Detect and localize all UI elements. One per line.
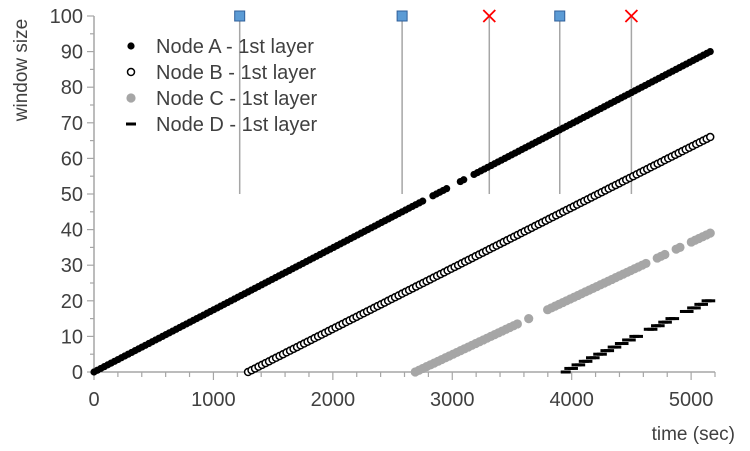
data-point	[560, 370, 571, 374]
data-point	[641, 258, 651, 269]
legend-marker	[126, 67, 136, 77]
y-tick-label: 20	[61, 291, 83, 313]
y-tick-label: 0	[72, 362, 83, 384]
event-blue-square	[396, 10, 408, 22]
data-point	[654, 324, 665, 328]
legend-marker	[127, 42, 135, 50]
data-point	[647, 327, 658, 331]
data-point	[705, 132, 715, 142]
data-point	[512, 319, 522, 329]
data-point	[582, 359, 593, 363]
y-tick-label: 70	[61, 113, 83, 135]
event-blue-square	[554, 10, 566, 22]
series-4	[560, 299, 716, 374]
data-point	[596, 352, 607, 356]
legend-marker	[126, 122, 136, 126]
x-tick-label: 1000	[191, 389, 236, 411]
legend-label: Node A - 1st layer	[156, 36, 314, 58]
data-point	[443, 185, 451, 193]
x-axis-title: time (sec)	[652, 424, 735, 445]
data-point	[706, 48, 714, 56]
legend-marker	[126, 93, 136, 103]
data-point	[460, 176, 468, 184]
legend-label: Node D - 1st layer	[156, 114, 318, 136]
y-tick-label: 100	[50, 6, 83, 28]
legend-label: Node B - 1st layer	[156, 62, 316, 84]
x-tick-label: 3000	[430, 389, 475, 411]
event-blue-square	[234, 10, 246, 22]
y-tick-label: 90	[61, 42, 83, 64]
data-point	[611, 345, 622, 349]
data-point	[675, 242, 685, 252]
data-point	[625, 338, 636, 342]
data-point	[567, 366, 578, 370]
data-point	[690, 306, 701, 310]
data-point	[419, 197, 427, 205]
data-point	[632, 334, 643, 338]
legend-label: Node C - 1st layer	[156, 88, 318, 110]
data-point	[705, 228, 715, 238]
series-1	[90, 48, 714, 376]
x-tick-label: 4000	[549, 389, 594, 411]
y-tick-label: 80	[61, 77, 83, 99]
data-point	[661, 320, 672, 324]
x-tick-label: 0	[88, 389, 99, 411]
data-point	[683, 309, 694, 313]
x-tick-label: 2000	[311, 389, 356, 411]
event-red-x	[624, 9, 639, 23]
data-point	[524, 314, 534, 324]
y-tick-label: 10	[61, 326, 83, 348]
y-tick-label: 60	[61, 148, 83, 170]
series-2	[243, 132, 715, 377]
y-tick-label: 30	[61, 255, 83, 277]
data-point	[575, 363, 586, 367]
x-tick-label: 5000	[669, 389, 714, 411]
event-red-x	[482, 9, 496, 23]
data-point	[669, 317, 680, 321]
data-point	[705, 299, 716, 303]
y-axis-title: window size	[11, 19, 32, 122]
data-points	[90, 48, 716, 377]
data-point	[660, 249, 670, 260]
data-point	[618, 342, 629, 346]
data-point	[604, 349, 615, 353]
data-point	[589, 356, 600, 360]
data-point	[697, 302, 708, 306]
series-3	[410, 228, 715, 377]
legend: Node A - 1st layer Node B - 1st layer Node…	[126, 36, 318, 136]
y-tick-label: 50	[61, 184, 83, 206]
y-tick-label: 40	[61, 220, 83, 242]
